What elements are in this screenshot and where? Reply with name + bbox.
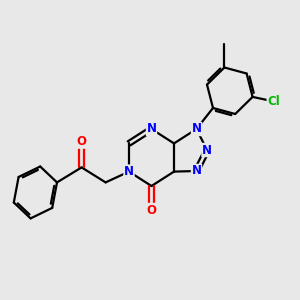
Text: N: N [124,165,134,178]
Text: Cl: Cl [267,95,280,108]
Text: O: O [146,203,157,217]
Text: N: N [146,122,157,136]
Text: O: O [76,135,87,148]
Text: N: N [191,164,202,178]
Text: N: N [191,122,202,136]
Text: N: N [202,143,212,157]
